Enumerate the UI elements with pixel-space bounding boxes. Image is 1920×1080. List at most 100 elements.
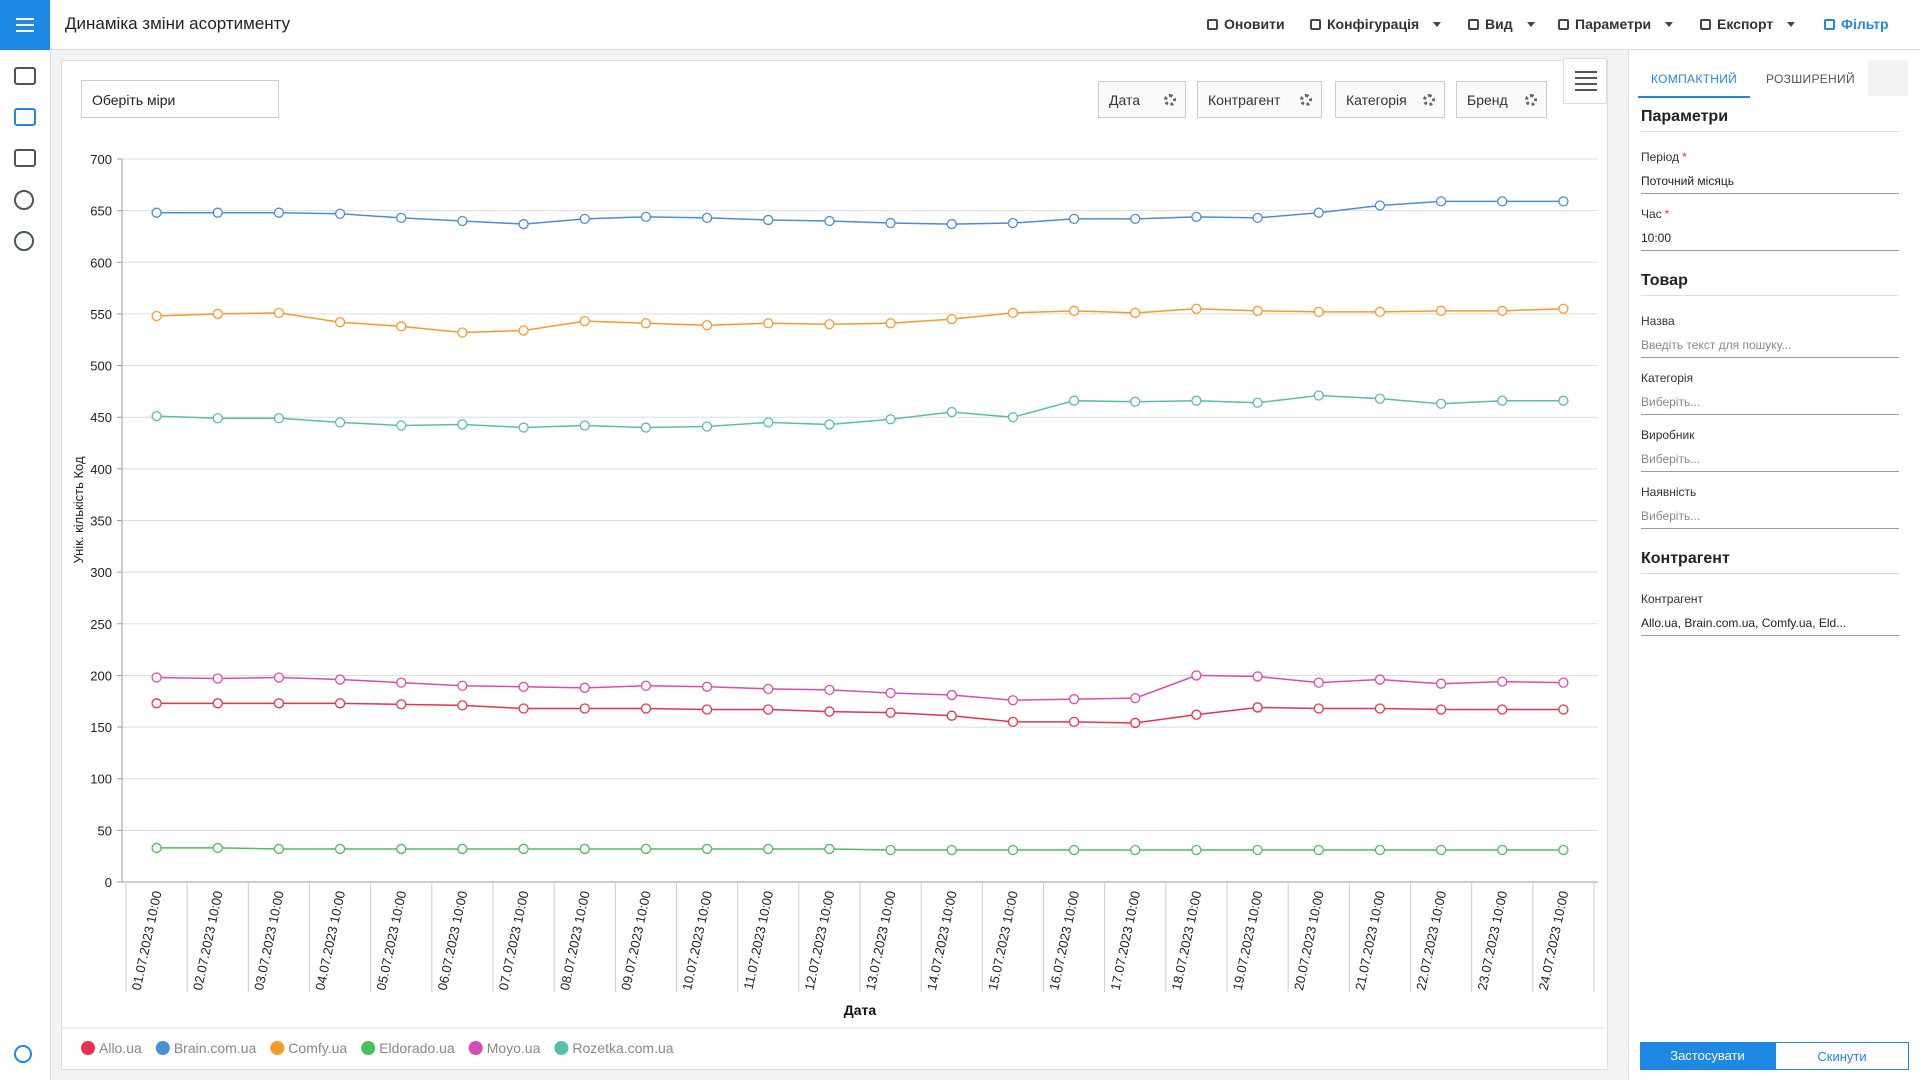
data-point: [1435, 398, 1447, 409]
toolbar-button[interactable]: Вид: [1468, 16, 1535, 32]
toolbar-button[interactable]: Оновити: [1207, 16, 1285, 32]
field-input[interactable]: Allo.ua, Brain.com.ua, Comfy.ua, Eld...: [1641, 616, 1899, 636]
menu-button[interactable]: [0, 0, 50, 50]
dimension-button[interactable]: Бренд: [1456, 81, 1547, 118]
y-tick-label: 350: [90, 514, 112, 529]
logo: [14, 1045, 32, 1063]
data-point: [1130, 844, 1141, 856]
x-tick-label: 01.07.2023 10:00: [129, 890, 165, 992]
field-label: Назва: [1641, 314, 1675, 328]
data-point: [640, 703, 652, 714]
tab[interactable]: РОЗШИРЕНИЙ: [1766, 72, 1855, 86]
x-tick-label: 16.07.2023 10:00: [1046, 890, 1082, 992]
legend-marker: [468, 1041, 483, 1055]
x-tick-label: 05.07.2023 10:00: [373, 890, 409, 992]
data-point: [640, 843, 652, 855]
toolbar-button[interactable]: Експорт: [1700, 16, 1796, 32]
tab[interactable]: КОМПАКТНИЙ: [1651, 72, 1738, 86]
toolbar-label: Оновити: [1224, 16, 1285, 32]
nav-icon[interactable]: [14, 67, 36, 85]
field-input[interactable]: Поточний місяць: [1641, 174, 1899, 194]
legend-label[interactable]: Comfy.ua: [288, 1040, 347, 1056]
toolbar-button[interactable]: Конфігурація: [1310, 16, 1442, 32]
x-tick-label: 17.07.2023 10:00: [1107, 890, 1143, 992]
data-point: [885, 687, 896, 699]
y-tick-label: 500: [90, 359, 112, 374]
data-point: [701, 212, 713, 224]
data-point: [212, 413, 223, 424]
data-point: [212, 673, 223, 684]
data-point: [1558, 303, 1569, 314]
data-point: [1007, 716, 1019, 728]
toolbar-label: Конфігурація: [1327, 16, 1420, 32]
data-point: [457, 419, 468, 430]
nav-icon[interactable]: [14, 231, 34, 251]
data-point: [1558, 844, 1569, 856]
data-point: [212, 842, 223, 854]
legend-label[interactable]: Allo.ua: [99, 1040, 142, 1056]
label-text: Назва: [1641, 314, 1675, 328]
dimension-button[interactable]: Дата: [1098, 81, 1186, 118]
nav-icon[interactable]: [14, 149, 36, 167]
data-point: [640, 318, 652, 329]
legend-label[interactable]: Brain.com.ua: [174, 1040, 257, 1056]
legend-label[interactable]: Rozetka.com.ua: [572, 1040, 673, 1056]
section-title: Товар: [1641, 272, 1899, 296]
legend-label[interactable]: Eldorado.ua: [379, 1040, 455, 1056]
dimension-button[interactable]: Категорія: [1335, 81, 1445, 118]
field-input[interactable]: 10:00: [1641, 231, 1899, 251]
data-point: [1435, 196, 1447, 207]
data-point: [1497, 704, 1508, 715]
apply-button[interactable]: Застосувати: [1640, 1042, 1775, 1070]
toolbar-button[interactable]: Параметри: [1558, 16, 1674, 32]
data-point: [579, 420, 590, 431]
series-line: [156, 674, 1564, 701]
toolbar-label: Вид: [1485, 16, 1513, 32]
data-point: [334, 417, 346, 428]
chart: 0 50 100 150 200 250 300 350 400 450 500 550 600 650 7…: [61, 152, 1608, 1056]
data-point: [1068, 844, 1080, 856]
data-point: [1313, 306, 1324, 318]
data-point: [1191, 670, 1202, 681]
header: [0, 0, 1920, 50]
data-point: [763, 417, 774, 428]
data-point: [946, 406, 957, 418]
legend-label[interactable]: Moyo.ua: [487, 1040, 541, 1056]
label-text: Наявність: [1641, 485, 1697, 499]
toolbar-button[interactable]: Фільтр: [1824, 16, 1889, 32]
data-point: [1007, 844, 1019, 856]
data-point: [579, 843, 590, 855]
nav-icon[interactable]: [14, 108, 36, 126]
data-point: [1374, 393, 1386, 404]
legend: Allo.ua Brain.com.ua Comfy.ua Eldorado.ua Mo…: [81, 1040, 674, 1056]
chart-panel: [61, 60, 1608, 1070]
field-input[interactable]: Виберіть...: [1641, 395, 1899, 415]
data-point: [701, 421, 713, 432]
data-point: [212, 207, 223, 218]
data-point: [518, 843, 529, 855]
measure-select[interactable]: Оберіть міри: [81, 80, 279, 118]
nav-icon[interactable]: [14, 190, 34, 210]
field-input[interactable]: Виберіть...: [1641, 452, 1899, 472]
data-point: [885, 707, 896, 718]
data-point: [1068, 694, 1080, 705]
reset-button[interactable]: Скинути: [1775, 1042, 1909, 1070]
data-point: [457, 680, 468, 691]
x-axis-title: Дата: [844, 1002, 877, 1018]
data-point: [151, 672, 162, 683]
data-point: [1497, 844, 1508, 856]
data-point: [334, 317, 346, 328]
dimension-button[interactable]: Контрагент: [1197, 81, 1322, 118]
field-input[interactable]: Введіть текст для пошуку...: [1641, 338, 1899, 358]
table-toggle[interactable]: [1563, 58, 1607, 104]
data-point: [946, 689, 957, 701]
field-label: Контрагент: [1641, 592, 1703, 606]
series-line: [156, 847, 1564, 851]
data-point: [1435, 704, 1447, 715]
field-input[interactable]: Виберіть...: [1641, 509, 1899, 529]
data-point: [824, 319, 835, 330]
data-point: [763, 318, 774, 329]
x-tick-label: 10.07.2023 10:00: [679, 890, 715, 992]
legend-marker: [81, 1041, 95, 1055]
data-point: [1497, 196, 1508, 207]
